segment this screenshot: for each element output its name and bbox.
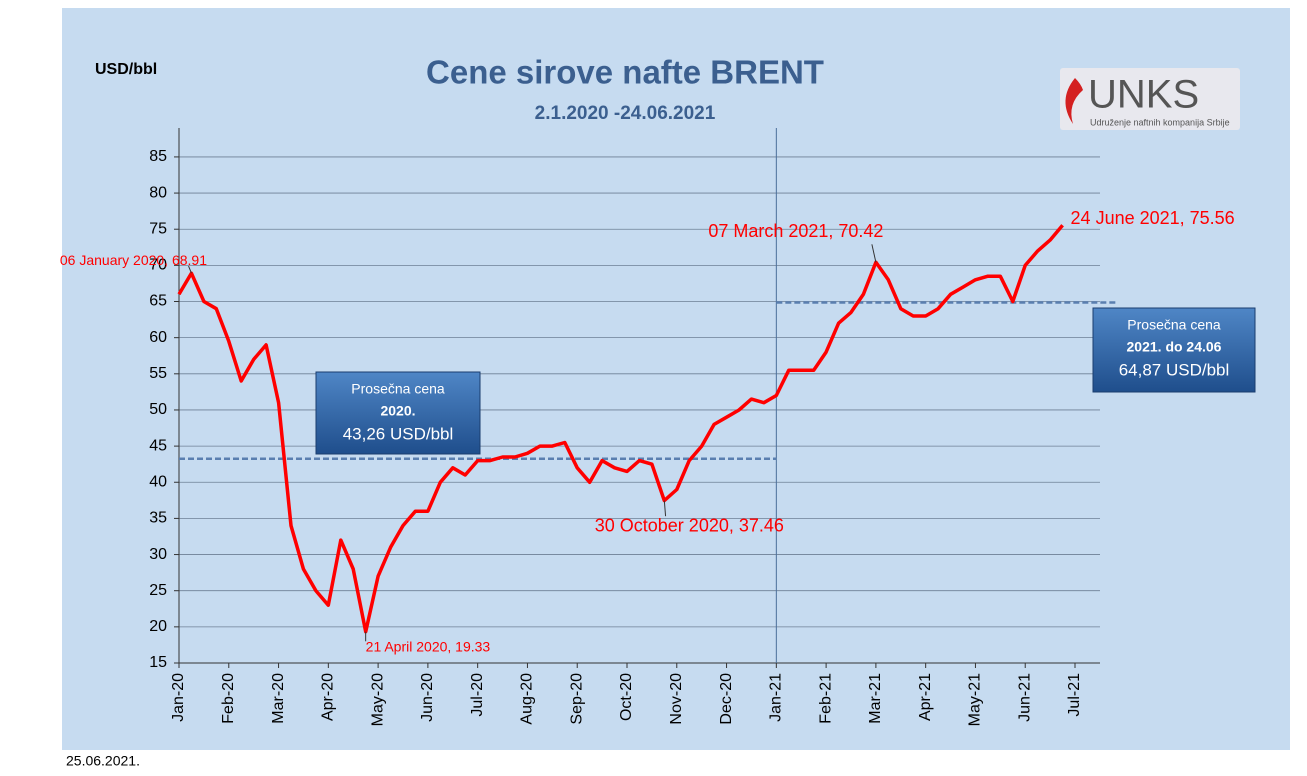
- x-tick-label: Jan-20: [170, 673, 187, 722]
- y-tick-label: 65: [149, 293, 167, 310]
- logo: UNKS Udruženje naftnih kompanija Srbije: [1060, 68, 1240, 130]
- y-tick-label: 25: [149, 582, 167, 599]
- label-leader: [663, 500, 667, 517]
- average-box: [1092, 307, 1256, 393]
- x-tick-label: May-20: [369, 673, 386, 726]
- average-period: 2020.: [380, 403, 415, 419]
- data-label: 07 March 2021, 70.42: [708, 221, 883, 241]
- y-tick-label: 35: [149, 510, 167, 527]
- average-box: [315, 371, 481, 455]
- x-tick-label: Sep-20: [568, 673, 585, 725]
- y-tick-label: 20: [149, 618, 167, 635]
- x-tick-label: Aug-20: [519, 673, 536, 725]
- logo-flame: [1065, 78, 1083, 124]
- x-tick-label: May-21: [967, 673, 984, 726]
- average-title: Prosečna cena: [351, 381, 445, 397]
- price-line: [177, 224, 1064, 634]
- y-tick-label: 15: [149, 654, 167, 671]
- x-tick-label: Mar-20: [270, 673, 287, 724]
- data-label: 24 June 2021, 75.56: [1071, 208, 1235, 228]
- label-leader: [188, 265, 192, 274]
- label-leader: [871, 244, 877, 263]
- x-tick-label: Mar-21: [867, 673, 884, 724]
- average-title: Prosečna cena: [1127, 317, 1221, 333]
- data-label: 21 April 2020, 19.33: [366, 638, 491, 654]
- y-tick-label: 40: [149, 473, 167, 490]
- x-tick-label: Feb-20: [220, 673, 237, 724]
- x-tick-label: Nov-20: [668, 673, 685, 725]
- data-label: 30 October 2020, 37.46: [595, 515, 784, 535]
- x-tick-label: Apr-20: [320, 673, 337, 721]
- y-tick-label: 55: [149, 365, 167, 382]
- y-label: USD/bbl: [95, 61, 157, 78]
- y-tick-label: 50: [149, 401, 167, 418]
- y-tick-label: 80: [149, 184, 167, 201]
- chart-subtitle: 2.1.2020 -24.06.2021: [535, 103, 716, 124]
- average-period: 2021. do 24.06: [1127, 339, 1222, 355]
- x-tick-label: Jun-21: [1016, 673, 1033, 722]
- y-tick-label: 60: [149, 329, 167, 346]
- x-tick-label: Jan-21: [768, 673, 785, 722]
- y-tick-label: 70: [149, 257, 167, 274]
- logo-tagline: Udruženje naftnih kompanija Srbije: [1090, 117, 1230, 127]
- x-tick-label: Jun-20: [419, 673, 436, 722]
- average-value: 43,26 USD/bbl: [343, 424, 454, 443]
- x-tick-label: Dec-20: [718, 673, 735, 725]
- footer: 25.06.2021.: [66, 753, 140, 769]
- x-tick-label: Apr-21: [917, 673, 934, 721]
- x-tick-label: Jul-20: [469, 673, 486, 717]
- y-tick-label: 45: [149, 437, 167, 454]
- y-tick-label: 85: [149, 148, 167, 165]
- panel: [62, 8, 1290, 750]
- x-tick-label: Jul-21: [1066, 673, 1083, 717]
- average-value: 64,87 USD/bbl: [1119, 360, 1230, 379]
- x-tick-label: Oct-20: [618, 673, 635, 721]
- y-tick-label: 75: [149, 220, 167, 237]
- data-label: 06 January 2020, 68.91: [60, 252, 207, 268]
- y-tick-label: 30: [149, 546, 167, 563]
- logo-name: UNKS: [1088, 73, 1199, 117]
- x-tick-label: Feb-21: [817, 673, 834, 724]
- logo-bg: [1060, 68, 1240, 130]
- chart-title: Cene sirove nafte BRENT: [426, 54, 824, 91]
